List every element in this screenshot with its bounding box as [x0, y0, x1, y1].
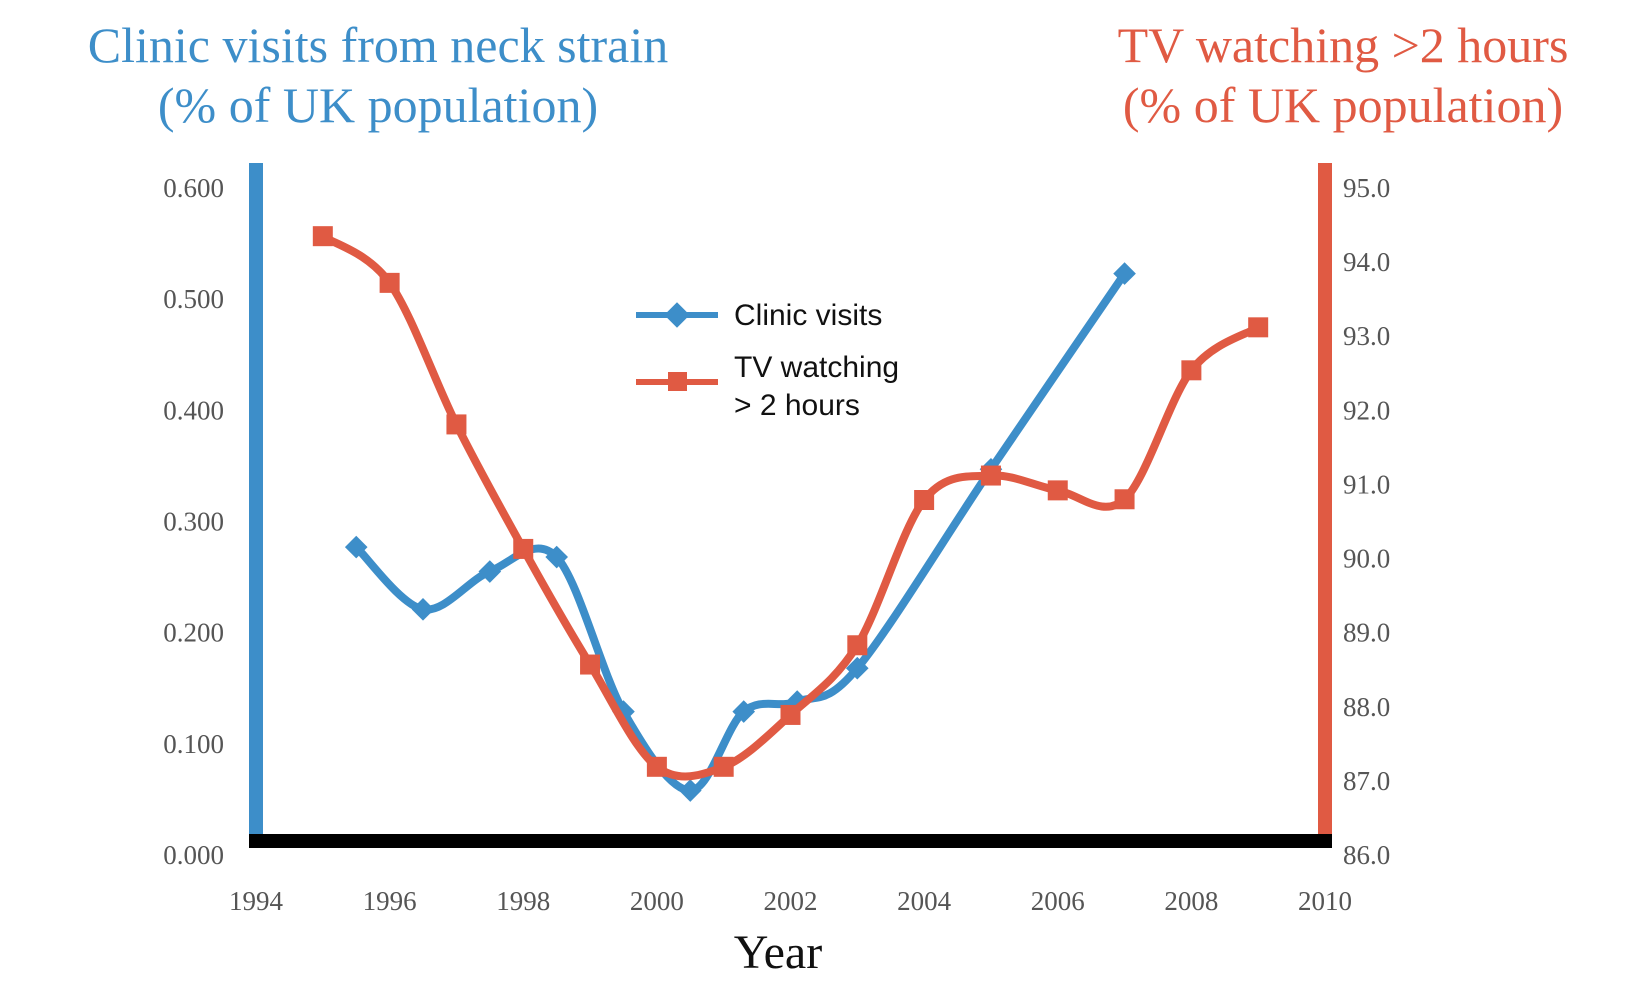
clinic-visits-point	[411, 598, 435, 621]
right-tick-label: 86.0	[1343, 840, 1390, 870]
right-tick-label: 93.0	[1343, 321, 1390, 351]
left-axis-bar	[249, 163, 263, 839]
x-axis-ticks: 1994 1996 1998 2000 2002 2004 2006 2008 2010	[229, 886, 1352, 916]
x-tick-label: 1994	[229, 886, 284, 916]
clinic-visits-point	[678, 779, 702, 802]
x-tick-label: 2004	[897, 886, 952, 916]
x-tick-label: 1998	[496, 886, 550, 916]
right-tick-label: 92.0	[1343, 395, 1390, 425]
legend-clinic-marker	[664, 302, 690, 328]
tv-watching-point	[513, 538, 534, 559]
x-axis-label: Year	[734, 926, 822, 979]
right-tick-label: 89.0	[1343, 618, 1390, 648]
tv-watching-point	[646, 756, 667, 777]
left-tick-label: 0.300	[163, 507, 224, 537]
left-axis-title-line-1: Clinic visits from neck strain	[88, 17, 668, 73]
left-tick-label: 0.400	[163, 395, 224, 425]
left-tick-label: 0.200	[163, 618, 224, 648]
x-tick-label: 2000	[630, 886, 684, 916]
x-tick-label: 1996	[363, 886, 417, 916]
legend-tv-label-line-2: > 2 hours	[734, 389, 860, 422]
right-tick-label: 94.0	[1343, 247, 1390, 277]
legend-tv-label-line-1: TV watching	[734, 351, 899, 384]
right-tick-label: 88.0	[1343, 692, 1390, 722]
right-axis-title-line-2: (% of UK population)	[1123, 77, 1563, 133]
x-axis-baseline	[249, 834, 1332, 848]
left-tick-label: 0.600	[163, 173, 224, 203]
legend-tv-marker	[668, 372, 687, 391]
series-layer	[312, 226, 1269, 802]
tv-watching-point	[914, 490, 935, 511]
x-tick-label: 2008	[1164, 886, 1218, 916]
left-axis-title-line-2: (% of UK population)	[158, 77, 598, 133]
series-clinic-visits	[344, 262, 1136, 802]
series-tv-watching	[312, 226, 1269, 781]
clinic-visits-point	[478, 560, 502, 583]
tv-watching-point	[980, 465, 1001, 486]
clinic-visits-point	[732, 700, 756, 723]
clinic-visits-point	[845, 656, 869, 680]
tv-watching-point	[312, 226, 333, 247]
left-tick-label: 0.000	[163, 840, 224, 870]
right-axis-bar	[1318, 163, 1332, 839]
tv-watching-point	[1248, 317, 1269, 338]
tv-watching-point	[1047, 480, 1068, 501]
tv-watching-point	[580, 654, 601, 675]
x-tick-label: 2006	[1031, 886, 1085, 916]
legend: Clinic visits TV watching > 2 hours	[636, 299, 899, 422]
tv-watching-point	[379, 272, 400, 293]
tv-watching-point	[1181, 360, 1202, 381]
right-tick-label: 91.0	[1343, 469, 1390, 499]
tv-watching-point	[780, 704, 801, 725]
left-tick-label: 0.100	[163, 729, 224, 759]
right-axis-ticks: 86.0 87.0 88.0 89.0 90.0 91.0 92.0 93.0 94.0 95.0	[1343, 173, 1390, 870]
legend-clinic-label: Clinic visits	[734, 299, 882, 332]
right-tick-label: 90.0	[1343, 544, 1390, 574]
tv-watching-point	[446, 414, 467, 435]
right-axis-title-line-1: TV watching >2 hours	[1118, 17, 1569, 73]
right-tick-label: 87.0	[1343, 766, 1390, 796]
x-tick-label: 2010	[1298, 886, 1352, 916]
tv-watching-point	[847, 635, 868, 656]
left-tick-label: 0.500	[163, 284, 224, 314]
x-tick-label: 2002	[764, 886, 818, 916]
tv-watching-point	[713, 756, 734, 777]
tv-watching-point	[1114, 489, 1135, 510]
clinic-visits-point	[545, 545, 569, 569]
right-tick-label: 95.0	[1343, 173, 1390, 203]
left-axis-ticks: 0.000 0.100 0.200 0.300 0.400 0.500 0.600	[163, 173, 224, 870]
